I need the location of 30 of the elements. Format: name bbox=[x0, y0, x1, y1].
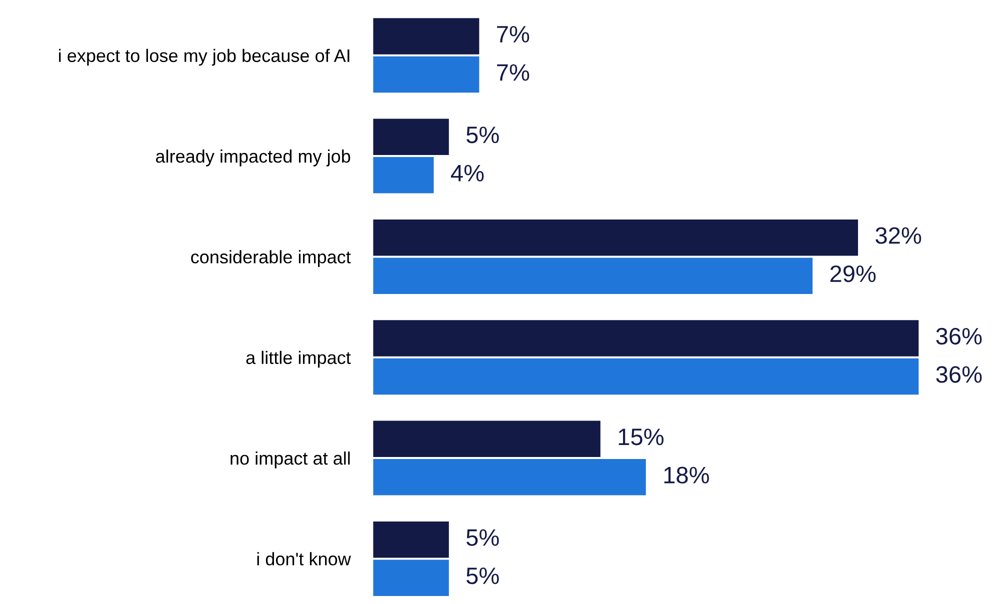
bar bbox=[373, 56, 480, 93]
data-label: 7% bbox=[497, 26, 530, 42]
bar bbox=[373, 18, 480, 54]
bar bbox=[373, 118, 449, 156]
bar bbox=[373, 459, 646, 496]
data-label: 36% bbox=[936, 328, 982, 345]
data-label: 32% bbox=[876, 227, 922, 244]
bar bbox=[373, 358, 919, 395]
bar bbox=[373, 560, 449, 596]
data-label: 5% bbox=[466, 126, 499, 144]
y-tick-label: considerable impact bbox=[191, 250, 351, 267]
y-tick-label: i don't know bbox=[257, 552, 351, 566]
data-label: 18% bbox=[664, 466, 709, 484]
data-label: 7% bbox=[497, 64, 530, 81]
bar bbox=[373, 521, 449, 558]
data-label: 36% bbox=[936, 366, 982, 383]
data-label: 5% bbox=[466, 568, 499, 584]
bar bbox=[373, 320, 919, 356]
bar bbox=[373, 420, 600, 458]
y-tick-label: already impacted my job bbox=[156, 149, 350, 166]
data-label: 4% bbox=[450, 164, 484, 182]
y-tick-label: no impact at all bbox=[230, 451, 350, 468]
data-label: 15% bbox=[618, 428, 664, 446]
data-label: 5% bbox=[466, 529, 499, 546]
bar bbox=[373, 219, 858, 256]
data-label: 29% bbox=[830, 265, 876, 282]
bar bbox=[373, 258, 813, 294]
bar bbox=[373, 157, 434, 194]
y-tick-label: i expect to lose my job because of AI bbox=[59, 48, 350, 66]
y-tick-label: a little impact bbox=[246, 350, 351, 368]
